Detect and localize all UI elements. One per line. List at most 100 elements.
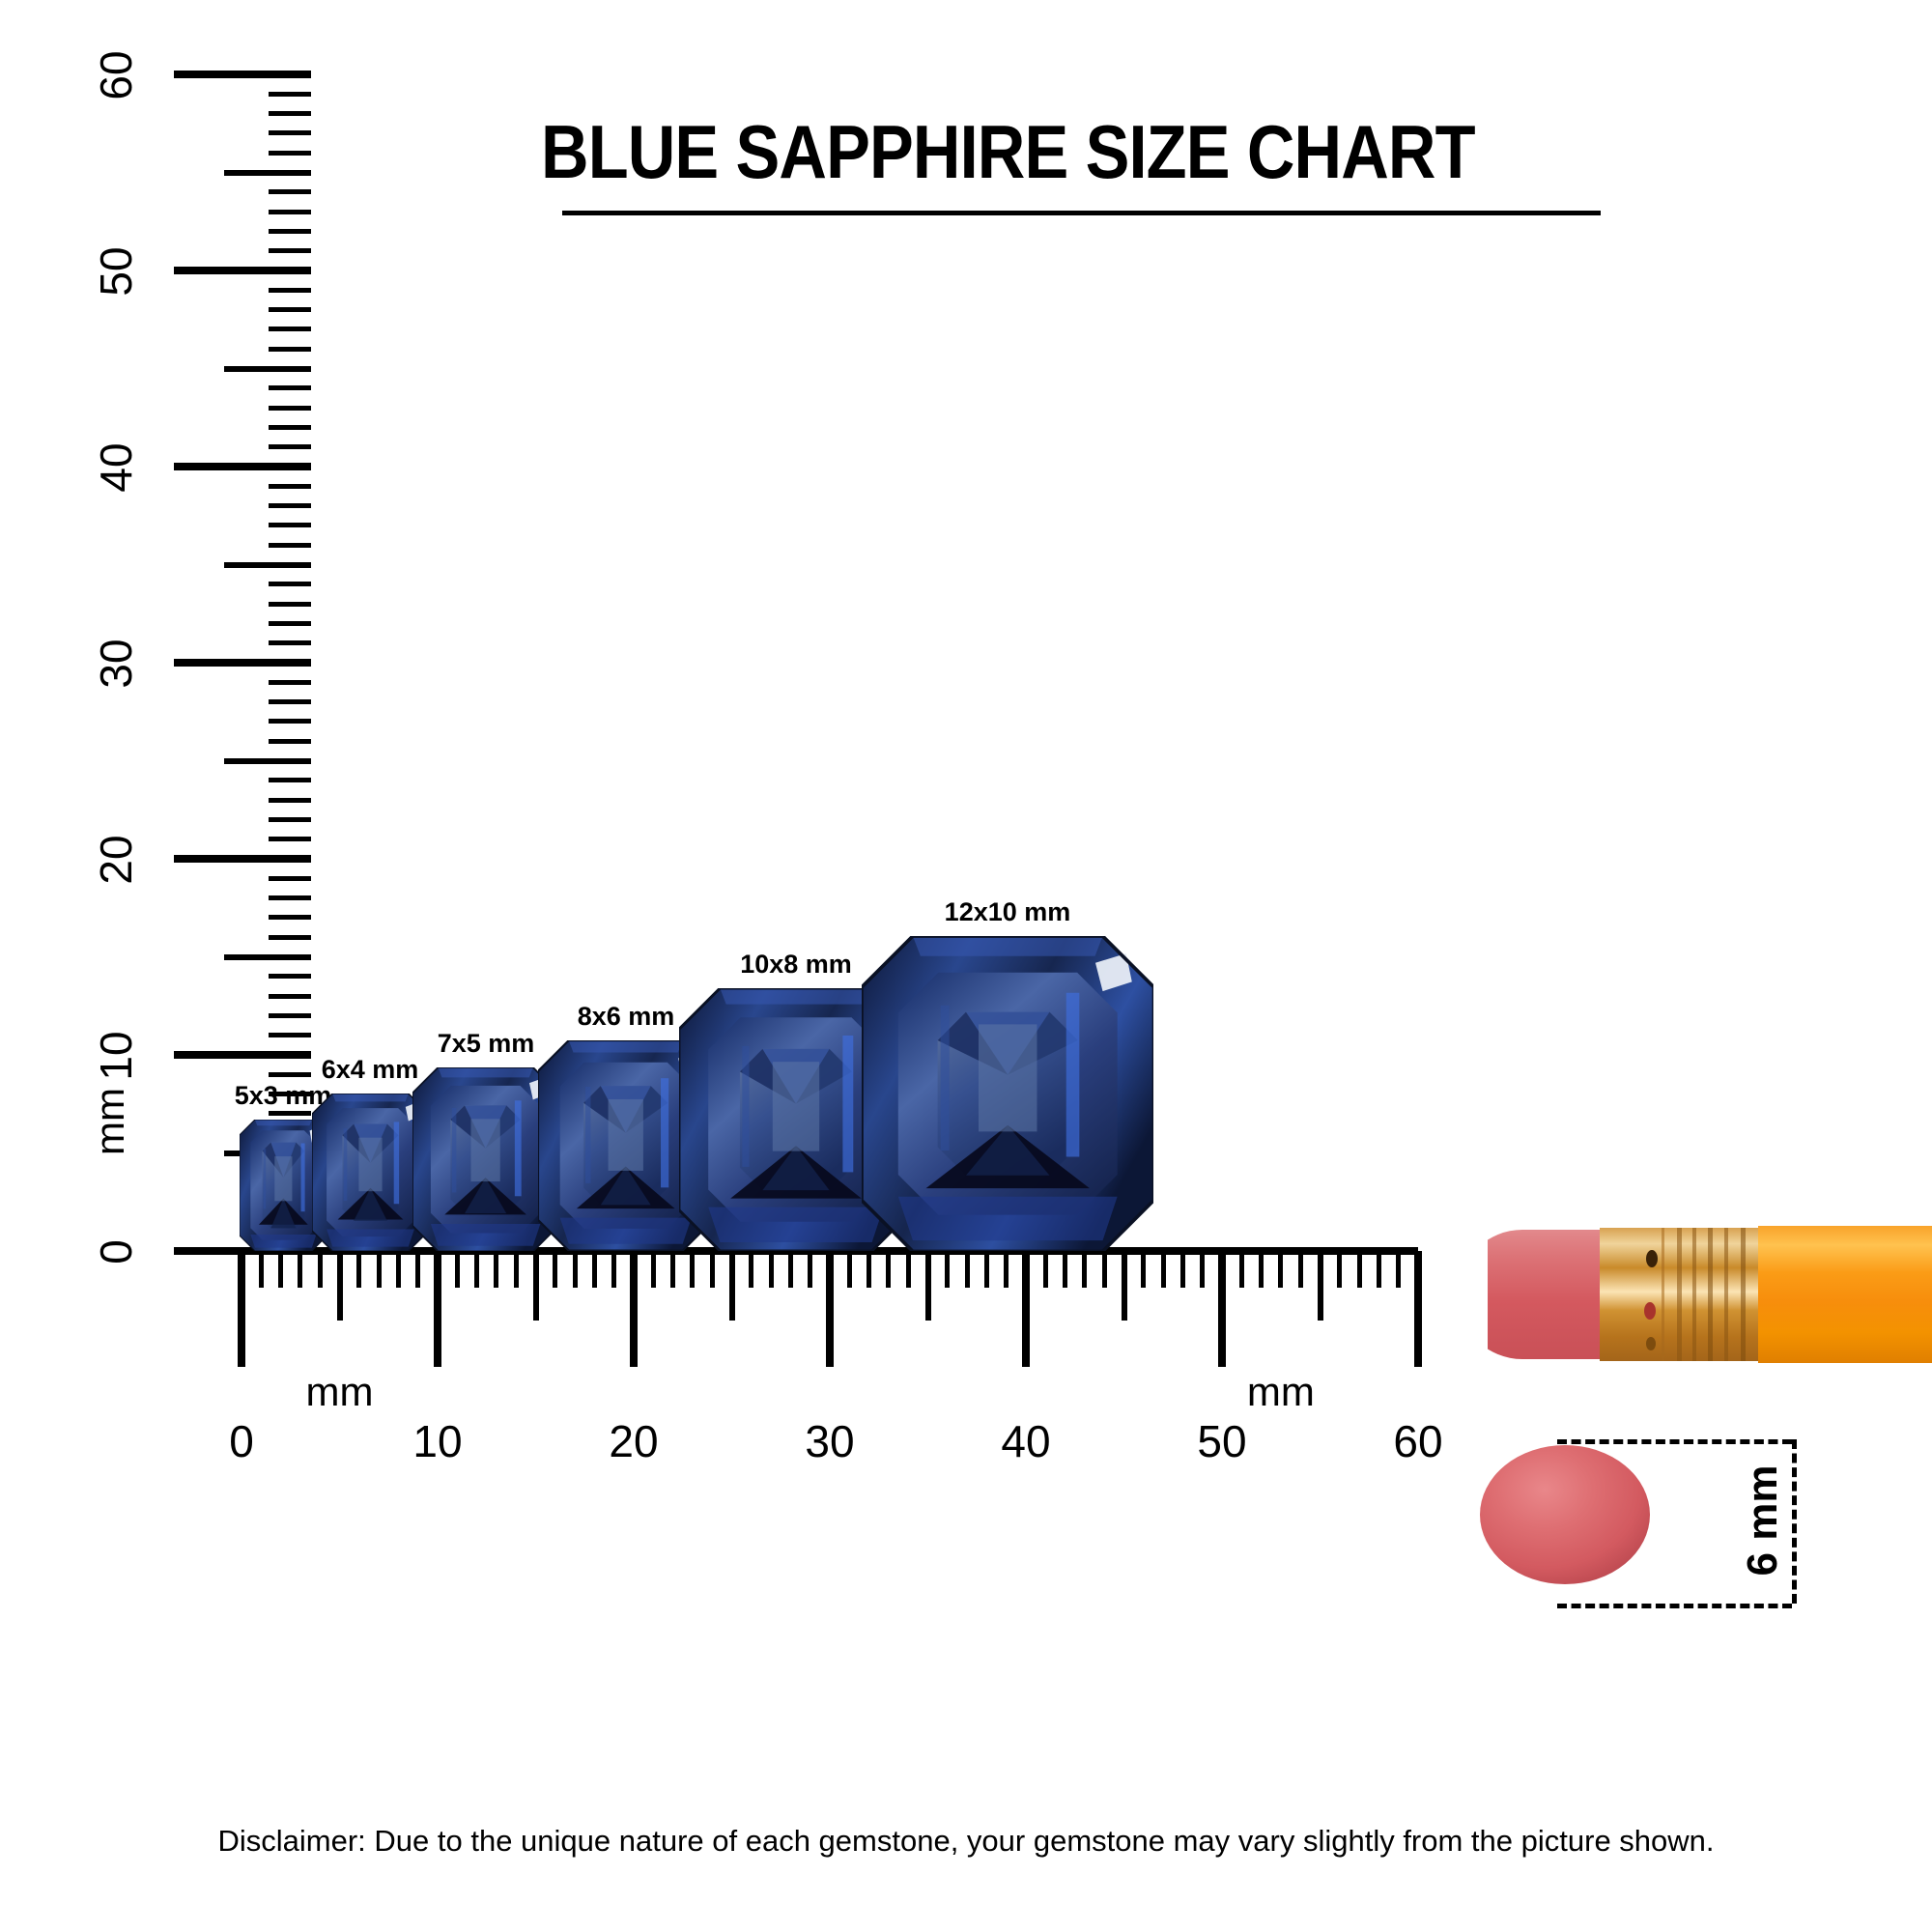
disclaimer-text: Disclaimer: Due to the unique nature of … [217,1824,1715,1858]
h-ruler-minor-tick [1200,1251,1206,1288]
h-ruler-minor-tick [867,1251,872,1288]
v-axis-tick-label: 0 [91,1239,141,1264]
gemstone-5x3-mm[interactable]: 5x3 mm [235,1081,331,1251]
v-ruler-minor-tick [269,837,311,842]
h-ruler-minor-tick [591,1251,597,1288]
h-ruler-minor-tick [846,1251,852,1288]
h-ruler-minor-tick [454,1251,460,1288]
v-ruler-minor-tick [269,934,311,940]
v-ruler-minor-tick [269,601,311,607]
v-ruler-mid-tick [224,561,311,568]
gemstone-12x10-mm[interactable]: 12x10 mm [861,897,1154,1251]
eraser-measure-right-dash [1792,1439,1797,1604]
v-ruler-minor-tick [269,778,311,783]
v-ruler-minor-tick [269,385,311,391]
title-underline [562,211,1601,215]
gemstone-size-label: 10x8 mm [740,949,852,979]
v-ruler-minor-tick [269,248,311,254]
gemstone-7x5-mm[interactable]: 7x5 mm [412,1029,559,1251]
v-axis-tick-label: 40 [91,442,141,493]
h-ruler-minor-tick [474,1251,480,1288]
v-axis-unit-label: mm [87,1088,132,1156]
v-ruler-minor-tick [269,875,311,881]
v-ruler-minor-tick [269,797,311,803]
h-ruler-minor-tick [611,1251,617,1288]
gemstone-size-label: 5x3 mm [234,1080,332,1110]
v-ruler-minor-tick [269,895,311,901]
v-ruler-major-tick [174,463,311,470]
v-ruler-minor-tick [269,287,311,293]
v-ruler-minor-tick [269,679,311,685]
v-ruler-minor-tick [269,1012,311,1018]
h-ruler-minor-tick [945,1251,951,1288]
gemstone-illustration [679,987,913,1251]
v-ruler-minor-tick [269,523,311,528]
h-axis-unit-label: mm [305,1369,374,1414]
h-ruler-minor-tick [690,1251,696,1288]
v-ruler-minor-tick [269,91,311,97]
h-axis-tick-label: 30 [805,1416,855,1466]
v-ruler-minor-tick [269,719,311,724]
v-ruler-mid-tick [224,365,311,372]
h-ruler-minor-tick [1063,1251,1068,1288]
v-ruler-minor-tick [269,1111,311,1117]
v-ruler-minor-tick [269,307,311,313]
v-ruler-major-tick [174,267,311,274]
h-ruler-minor-tick [278,1251,284,1288]
gemstone-size-label: 6x4 mm [321,1054,419,1084]
v-axis-tick-label: 20 [91,835,141,885]
h-axis-tick-label: 0 [229,1416,254,1466]
h-ruler-minor-tick [964,1251,970,1288]
h-ruler-mid-tick [924,1251,931,1321]
v-ruler-minor-tick [269,503,311,509]
v-ruler-minor-tick [269,993,311,999]
gemstone-illustration [412,1066,559,1251]
v-ruler-minor-tick [269,915,311,921]
v-ruler-minor-tick [269,424,311,430]
gemstone-6x4-mm[interactable]: 6x4 mm [311,1055,429,1251]
v-ruler-mid-tick [224,953,311,960]
v-ruler-minor-tick [269,111,311,117]
h-ruler-minor-tick [1141,1251,1147,1288]
h-ruler-minor-tick [513,1251,519,1288]
gem-sparkle-highlight [1094,952,1132,991]
v-ruler-minor-tick [269,228,311,234]
h-ruler-minor-tick [650,1251,656,1288]
h-ruler-minor-tick [572,1251,578,1288]
h-ruler-minor-tick [415,1251,421,1288]
v-ruler-minor-tick [269,582,311,587]
gemstone-size-label: 8x6 mm [577,1002,675,1032]
h-ruler-minor-tick [1376,1251,1381,1288]
h-ruler-minor-tick [298,1251,303,1288]
h-ruler-minor-tick [670,1251,676,1288]
v-ruler-minor-tick [269,1033,311,1038]
h-axis-tick-label: 50 [1197,1416,1247,1466]
h-ruler-minor-tick [749,1251,754,1288]
h-ruler-minor-tick [1297,1251,1303,1288]
gemstone-size-label: 12x10 mm [944,896,1071,926]
v-ruler-minor-tick [269,130,311,136]
v-ruler-minor-tick [269,150,311,156]
gemstone-10x8-mm[interactable]: 10x8 mm [679,950,913,1251]
h-ruler-minor-tick [1179,1251,1185,1288]
h-axis-tick-label: 20 [609,1416,659,1466]
h-ruler-major-tick [1218,1251,1226,1367]
gemstone-8x6-mm[interactable]: 8x6 mm [538,1002,714,1251]
v-ruler-minor-tick [269,542,311,548]
h-ruler-minor-tick [1337,1251,1343,1288]
h-ruler-minor-tick [1278,1251,1284,1288]
h-axis-unit-label: mm [1246,1369,1315,1414]
h-ruler-minor-tick [1160,1251,1166,1288]
v-ruler-minor-tick [269,620,311,626]
v-ruler-minor-tick [269,405,311,411]
gemstone-illustration [861,935,1154,1251]
h-ruler-mid-tick [532,1251,539,1321]
h-ruler-minor-tick [258,1251,264,1288]
h-ruler-major-tick [238,1251,245,1367]
eraser-size-label: 6 mm [1739,1464,1786,1577]
v-ruler-minor-tick [269,189,311,195]
v-ruler-major-tick [174,659,311,667]
v-ruler-mid-tick [224,169,311,176]
v-axis-tick-label: 60 [91,50,141,100]
